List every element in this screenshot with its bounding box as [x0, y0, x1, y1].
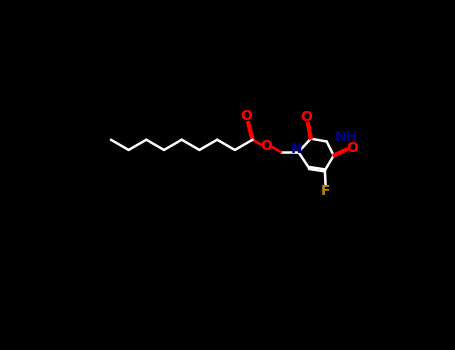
Text: O: O	[346, 141, 358, 155]
Text: NH: NH	[334, 130, 358, 144]
Text: F: F	[321, 184, 330, 198]
Text: O: O	[241, 110, 253, 124]
Text: O: O	[301, 110, 313, 124]
Text: O: O	[261, 139, 273, 153]
Text: N: N	[291, 142, 303, 156]
